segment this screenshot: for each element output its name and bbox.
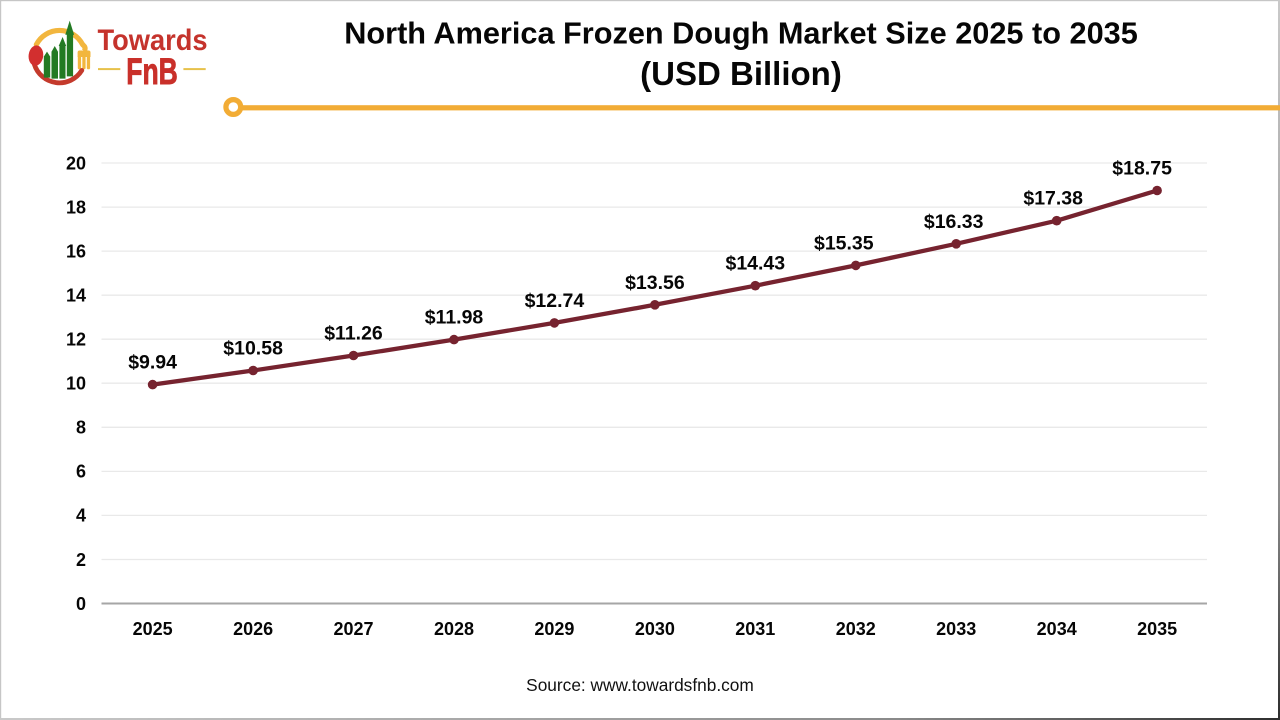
svg-text:2025: 2025 bbox=[133, 619, 173, 639]
svg-text:$11.26: $11.26 bbox=[324, 323, 383, 345]
svg-text:2027: 2027 bbox=[333, 619, 373, 639]
svg-text:18: 18 bbox=[66, 197, 86, 217]
svg-text:Towards: Towards bbox=[98, 24, 208, 57]
svg-text:2032: 2032 bbox=[836, 619, 876, 639]
svg-text:2035: 2035 bbox=[1137, 619, 1177, 639]
svg-text:2028: 2028 bbox=[434, 619, 474, 639]
svg-text:$11.98: $11.98 bbox=[425, 307, 484, 329]
svg-text:$18.75: $18.75 bbox=[1112, 158, 1172, 180]
svg-text:10: 10 bbox=[66, 374, 86, 394]
svg-text:$13.56: $13.56 bbox=[625, 272, 685, 294]
svg-text:4: 4 bbox=[76, 506, 86, 526]
svg-text:14: 14 bbox=[66, 286, 86, 306]
svg-text:2: 2 bbox=[76, 550, 86, 570]
svg-text:2033: 2033 bbox=[936, 619, 976, 639]
svg-text:$15.35: $15.35 bbox=[814, 232, 874, 254]
svg-text:$17.38: $17.38 bbox=[1023, 188, 1083, 210]
svg-text:$9.94: $9.94 bbox=[128, 352, 177, 374]
svg-text:8: 8 bbox=[76, 418, 86, 438]
svg-text:$16.33: $16.33 bbox=[924, 211, 984, 233]
svg-text:6: 6 bbox=[76, 462, 86, 482]
svg-text:North America Frozen Dough Mar: North America Frozen Dough Market Size 2… bbox=[344, 16, 1138, 51]
svg-text:$12.74: $12.74 bbox=[525, 290, 585, 312]
svg-text:2031: 2031 bbox=[735, 619, 775, 639]
svg-text:$10.58: $10.58 bbox=[223, 338, 283, 360]
svg-text:2034: 2034 bbox=[1037, 619, 1077, 639]
svg-text:2030: 2030 bbox=[635, 619, 675, 639]
svg-text:(USD Billion): (USD Billion) bbox=[640, 55, 842, 92]
svg-text:12: 12 bbox=[66, 330, 86, 350]
svg-text:2026: 2026 bbox=[233, 619, 273, 639]
svg-text:2029: 2029 bbox=[534, 619, 574, 639]
svg-text:20: 20 bbox=[66, 153, 86, 173]
svg-text:Source: www.towardsfnb.com: Source: www.towardsfnb.com bbox=[526, 675, 754, 695]
svg-text:$14.43: $14.43 bbox=[725, 253, 785, 275]
svg-text:16: 16 bbox=[66, 241, 86, 261]
svg-text:0: 0 bbox=[76, 594, 86, 614]
svg-text:FnB: FnB bbox=[126, 50, 178, 92]
